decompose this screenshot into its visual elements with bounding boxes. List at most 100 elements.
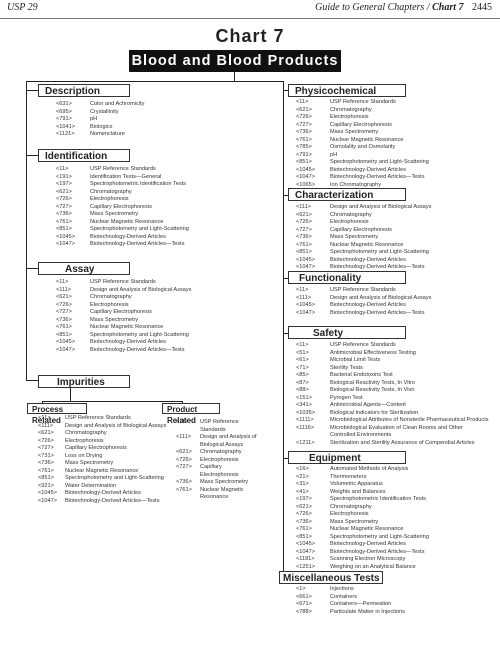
- chapter-code: <736>: [296, 518, 312, 525]
- chapter-item: <851> Spectrophotometry and Light-Scatter…: [56, 226, 189, 234]
- identification-list: <11> USP Reference Standards <191> Identifi…: [56, 166, 189, 249]
- chapter-code: <727>: [176, 464, 192, 470]
- chapter-title: USP Reference Standards: [90, 279, 156, 285]
- running-header-right: Guide to General Chapters / Chart 7 2445: [315, 2, 492, 13]
- chapter-code: <731>: [38, 452, 54, 459]
- chapter-item: <1047> Biotechnology-Derived Articles—Tes…: [56, 241, 189, 249]
- chapter-item: <671> Containers—Permeation: [296, 601, 405, 609]
- chapter-code: <851>: [56, 226, 72, 232]
- description-list: <631> Color and Achromicity <695> Crystalli…: [56, 101, 144, 139]
- chapter-title: Nuclear Magnetic Resonance: [330, 526, 404, 532]
- chapter-code: <761>: [38, 467, 54, 474]
- assay-box: Assay: [38, 262, 130, 275]
- chapter-code: <727>: [56, 309, 72, 315]
- chapter-code: <11>: [176, 419, 189, 425]
- chapter-item: <1211> Sterilization and Sterility Assura…: [296, 440, 489, 448]
- chapter-code: <85>: [296, 372, 309, 378]
- assay-list: <11> USP Reference Standards <111> Design a…: [56, 279, 191, 354]
- chapter-title: Biotechnology-Derived Articles—Tests: [330, 174, 425, 180]
- chapter-code: <1041>: [56, 123, 75, 130]
- physicochemical-box: Physicochemical: [288, 84, 406, 97]
- chapter-item: <726> Electrophoresis: [56, 302, 191, 310]
- equipment-list: <16> Automated Methods of Analysis <21> The…: [296, 466, 429, 571]
- chapter-item: <736> Mass Spectrometry: [176, 479, 260, 487]
- physicochemical-list: <11> USP Reference Standards <621> Chromato…: [296, 99, 429, 189]
- chapter-title: Electrophoresis: [330, 114, 369, 120]
- chapter-item: <197> Spectrophotometric Identification T…: [296, 496, 429, 504]
- equipment-box: Equipment: [288, 451, 406, 464]
- chapter-title: Spectrophotometry and Light-Scattering: [90, 331, 189, 338]
- chapter-item: <621> Chromatography: [38, 430, 166, 438]
- chapter-code: <11>: [56, 166, 69, 172]
- chapter-title: Capillary Electrophoresis: [65, 445, 127, 451]
- chapter-title: Electrophoresis: [330, 219, 369, 225]
- chapter-title: Mass Spectrometry: [90, 316, 139, 323]
- header-rule: [0, 18, 500, 19]
- chapter-title: Automated Methods of Analysis: [330, 466, 409, 472]
- chapter-title: Biotechnology-Derived Articles—Tests: [330, 309, 425, 316]
- chapter-item: Controlled Environments: [296, 432, 489, 440]
- characterization-box: Characterization: [288, 188, 406, 201]
- chapter-item: <726> Electrophoresis: [38, 438, 166, 446]
- chapter-item: <1065> Ion Chromatography: [296, 182, 429, 190]
- chapter-item: <51> Antimicrobial Effectiveness Testing: [296, 350, 489, 358]
- connector-line: [234, 72, 235, 82]
- chapter-title: Biological Reactivity Tests, In Vivo: [330, 387, 415, 393]
- chapter-code: <785>: [296, 144, 312, 150]
- chapter-item: <111> Design and Analysis of Biological A…: [296, 204, 431, 212]
- connector-line: [283, 458, 288, 459]
- chapter-title: Spectrophotometric Identification Tests: [90, 181, 186, 187]
- chapter-item: <761> Nuclear Magnetic Resonance: [296, 137, 429, 145]
- chapter-code: <921>: [38, 482, 54, 489]
- chapter-item: <111> Design and Analysis of Biological A…: [296, 295, 431, 303]
- connector-line: [283, 195, 288, 196]
- chapter-title: Chromatography: [65, 430, 107, 436]
- chapter-title: USP Reference Standards: [65, 415, 131, 421]
- connector-line: [26, 90, 38, 91]
- chapter-title: Sterility Tests: [330, 364, 363, 371]
- chapter-code: <1045>: [296, 302, 315, 308]
- chapter-code: <1045>: [38, 490, 57, 496]
- chapter-item: <1047> Biotechnology-Derived Articles—Tes…: [296, 549, 429, 557]
- chapter-code: <1047>: [56, 241, 75, 247]
- chapter-code: <726>: [176, 456, 192, 463]
- chapter-code: [296, 432, 330, 440]
- chapter-title: Mass Spectrometry: [65, 460, 114, 466]
- chapter-title: Biotechnology-Derived Articles: [90, 233, 166, 240]
- chapter-code: <761>: [296, 136, 312, 143]
- chapter-item: <761> Nuclear Magnetic Resonance: [176, 487, 260, 502]
- chapter-title: Spectrophotometry and Light-Scattering: [330, 533, 429, 540]
- connector-line: [283, 333, 288, 334]
- chapter-title: Biotechnology-Derived Articles: [330, 166, 406, 173]
- chapter-code: <1047>: [296, 174, 315, 180]
- chapter-item: <727> Capillary Electrophoresis: [176, 464, 260, 479]
- chapter-item: <11> USP Reference Standards: [56, 279, 191, 287]
- chapter-code: <761>: [176, 486, 192, 493]
- chapter-code: <726>: [296, 114, 312, 120]
- chapter-title: Electrophoresis: [90, 301, 129, 308]
- chapter-title: Biotechnology-Derived Articles—Tests: [330, 264, 425, 270]
- chapter-title: Chromatography: [90, 188, 132, 195]
- chapter-item: <727> Capillary Electrophoresis: [296, 227, 431, 235]
- chapter-code: <761>: [296, 526, 312, 532]
- chapter-item: <761> Nuclear Magnetic Resonance: [296, 526, 429, 534]
- chapter-item: <736> Mass Spectrometry: [38, 460, 166, 468]
- chapter-code: <1045>: [296, 166, 315, 173]
- chapter-item: <785> Osmolality and Osmolarity: [296, 144, 429, 152]
- chapter-title: Identification Tests—General: [90, 173, 162, 180]
- chapter-code: <1111>: [296, 417, 314, 423]
- chapter-title: Nuclear Magnetic Resonance: [200, 486, 244, 501]
- chapter-item: <88> Biological Reactivity Tests, In Vivo: [296, 387, 489, 395]
- chapter-code: <11>: [296, 342, 309, 348]
- chapter-title: Biotechnology-Derived Articles: [330, 302, 406, 308]
- chapter-code: <726>: [56, 196, 72, 202]
- chapter-item: <21> Thermometers: [296, 474, 429, 482]
- chapter-title: Design and Analysis of Biological Assays: [330, 204, 432, 210]
- chapter-title: Mass Spectrometry: [90, 211, 139, 217]
- chapter-item: <851> Spectrophotometry and Light-Scatter…: [296, 249, 431, 257]
- chapter-item: <111> Design and Analysis of Biological A…: [38, 423, 166, 431]
- chapter-item: <1047> Biotechnology-Derived Articles—Tes…: [38, 498, 166, 506]
- chapter-item: <1116> Microbiological Evaluation of Clea…: [296, 425, 489, 433]
- chapter-title: Nuclear Magnetic Resonance: [330, 241, 404, 248]
- chapter-code: <851>: [296, 159, 312, 165]
